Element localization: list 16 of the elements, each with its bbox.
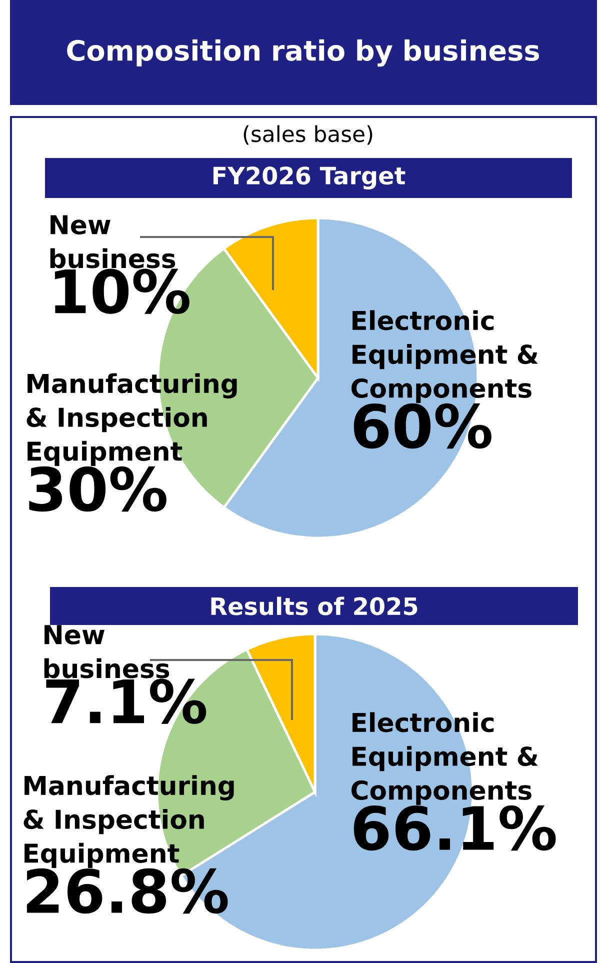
text: Composition ratio by business: [67, 39, 539, 67]
slice-label: New business: [50, 215, 176, 268]
slice-label: Electronic Equipment & Components: [351, 310, 538, 404]
data-label: 10%: [54, 268, 190, 314]
data-label: 60%: [354, 403, 492, 449]
text: (sales base): [244, 125, 372, 145]
slice-label: Manufacturing & Inspection Equipment: [26, 373, 237, 466]
slice-label: Electronic Equipment & Components: [351, 712, 538, 806]
data-label: 66.1%: [354, 805, 556, 851]
chart-title: Results of 2025: [211, 596, 418, 616]
slice-label: Manufacturing & Inspection Equipment: [24, 775, 234, 868]
chart-title: FY2026 Target: [213, 166, 406, 190]
slice-label: New business: [44, 625, 170, 678]
data-label: 30%: [29, 466, 166, 512]
data-label: 7.1%: [46, 678, 206, 724]
data-label: 26.8%: [26, 868, 228, 914]
